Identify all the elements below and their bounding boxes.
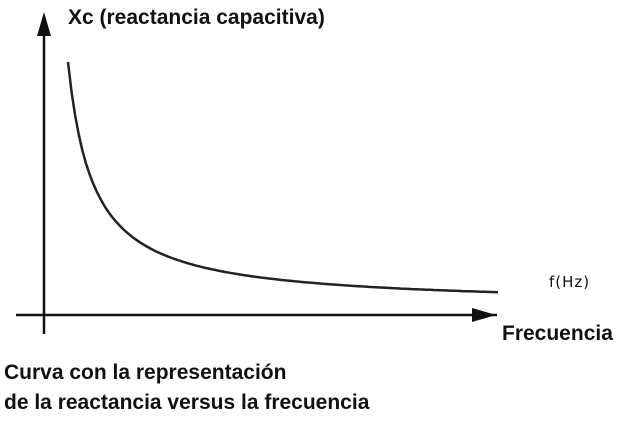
- caption-line-1: Curva con la representación: [4, 361, 287, 384]
- reactance-curve: [66, 61, 499, 294]
- x-axis-arrow: [472, 308, 496, 322]
- x-axis-label: Frecuencia: [502, 322, 613, 345]
- figure-caption: Curva con la representación de la reacta…: [4, 358, 369, 418]
- x-unit-label: f(Hz): [549, 273, 591, 291]
- y-axis-arrow: [37, 12, 51, 36]
- y-axis-label: Xc (reactancia capacitiva): [68, 6, 325, 29]
- caption-line-2: de la reactancia versus la frecuencia: [4, 391, 370, 414]
